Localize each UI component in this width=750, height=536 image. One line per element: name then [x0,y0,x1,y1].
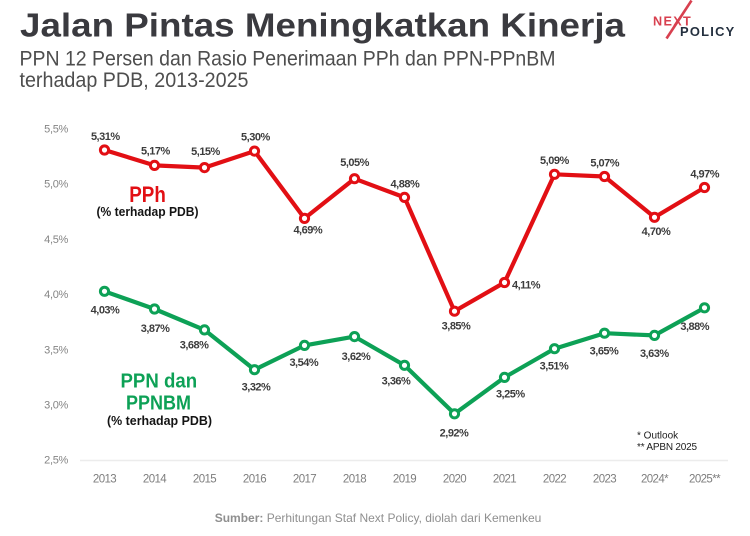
svg-text:POLICY: POLICY [680,25,736,39]
svg-text:2015: 2015 [193,474,216,486]
svg-text:2,5%: 2,5% [44,455,68,467]
svg-text:2025**: 2025** [689,474,721,486]
svg-text:4,0%: 4,0% [44,289,68,301]
svg-text:PPN 12 Persen dan Rasio Peneri: PPN 12 Persen dan Rasio Penerimaan PPh d… [20,47,556,71]
svg-text:2014: 2014 [143,474,167,486]
svg-text:PPNBM: PPNBM [126,393,191,415]
svg-text:3,54%: 3,54% [289,357,318,369]
svg-text:4,5%: 4,5% [44,234,68,246]
svg-text:3,68%: 3,68% [180,340,209,352]
svg-text:2016: 2016 [243,474,266,486]
svg-text:4,70%: 4,70% [642,226,671,238]
svg-text:3,65%: 3,65% [590,346,619,358]
svg-text:5,15%: 5,15% [191,146,220,158]
svg-text:(% terhadap PDB): (% terhadap PDB) [97,204,199,219]
svg-text:* Outlook: * Outlook [637,431,679,442]
svg-text:2020: 2020 [443,474,466,486]
svg-text:4,69%: 4,69% [293,225,322,237]
svg-text:5,30%: 5,30% [241,131,270,143]
svg-text:2,92%: 2,92% [440,428,469,440]
svg-text:PPh: PPh [129,182,166,207]
svg-text:4,03%: 4,03% [91,305,120,317]
svg-text:2017: 2017 [293,474,316,486]
svg-text:5,07%: 5,07% [590,158,619,170]
svg-text:** APBN 2025: ** APBN 2025 [637,442,698,453]
svg-text:2013: 2013 [93,474,116,486]
svg-text:3,88%: 3,88% [680,321,709,333]
svg-text:5,0%: 5,0% [44,179,68,191]
svg-text:(% terhadap PDB): (% terhadap PDB) [107,413,212,428]
svg-text:5,17%: 5,17% [141,146,170,158]
svg-text:3,0%: 3,0% [44,400,68,412]
svg-text:3,25%: 3,25% [496,389,525,401]
svg-text:2022: 2022 [543,474,566,486]
svg-text:5,05%: 5,05% [340,157,369,169]
svg-text:2024*: 2024* [641,474,669,486]
svg-text:3,62%: 3,62% [342,351,371,363]
svg-text:3,63%: 3,63% [640,348,669,360]
svg-text:4,97%: 4,97% [690,169,719,181]
svg-text:2023: 2023 [593,474,616,486]
svg-text:3,51%: 3,51% [540,361,569,373]
svg-text:3,36%: 3,36% [382,376,411,388]
svg-text:4,11%: 4,11% [512,280,541,292]
svg-text:4,88%: 4,88% [391,179,420,191]
svg-text:Jalan Pintas Meningkatkan Kine: Jalan Pintas Meningkatkan Kinerja [20,7,626,44]
svg-text:2019: 2019 [393,474,416,486]
svg-text:3,32%: 3,32% [242,382,271,394]
svg-text:2018: 2018 [343,474,366,486]
svg-text:2021: 2021 [493,474,516,486]
svg-text:3,5%: 3,5% [44,344,68,356]
svg-text:5,09%: 5,09% [540,155,569,167]
svg-text:3,87%: 3,87% [141,323,170,335]
svg-text:5,5%: 5,5% [44,124,68,136]
svg-text:terhadap PDB, 2013-2025: terhadap PDB, 2013-2025 [20,68,249,92]
svg-text:5,31%: 5,31% [91,131,120,143]
svg-text:3,85%: 3,85% [442,321,471,333]
svg-text:PPN dan: PPN dan [121,370,198,392]
